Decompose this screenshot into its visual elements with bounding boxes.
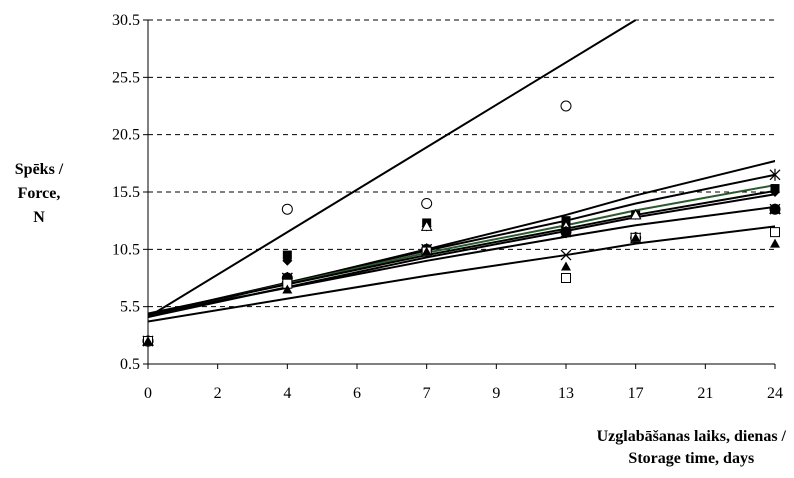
x-axis-label-line-2: Storage time, days [628,450,755,467]
y-axis-label: Spēks / Force, N [0,158,78,230]
trendlines [148,20,775,323]
data-point-triangle-open [420,220,433,231]
y-axis-label-line-3: N [33,209,45,226]
data-point-x [560,249,572,261]
axes [143,19,776,369]
data-point-triangle [770,238,780,248]
x-tick-label: 13 [558,385,574,402]
x-tick-label: 17 [628,385,644,402]
x-tick-label: 4 [283,385,291,402]
y-tick-label: 15.5 [112,184,140,201]
y-tick-label: 20.5 [112,127,140,144]
data-point-triangle [421,246,432,256]
y-tick-label: 5.5 [120,299,140,316]
y-tick-label: 30.5 [112,12,140,29]
y-tick-label: 25.5 [112,69,140,86]
data-point-circle-open [421,197,433,209]
data-point-square-open [561,273,571,283]
x-tick-label: 7 [423,385,431,402]
y-axis-label-line-2: Force, [17,185,61,202]
x-axis-label-line-1: Uzglabāšanas laiks, dienas / [596,428,786,445]
data-point-square [770,184,780,194]
trendline [148,160,775,318]
x-tick-label: 21 [697,385,713,402]
data-points [142,100,781,348]
data-point-x [769,203,781,215]
data-point-circle-open [281,203,293,215]
data-point-triangle [561,261,571,271]
trendline [148,189,775,315]
y-tick-label: 0.5 [120,356,140,373]
trendline [148,20,637,318]
data-point-circle [560,226,572,238]
x-axis-label: Uzglabāšanas laiks, dienas / Storage tim… [597,426,786,470]
trendline [148,225,775,323]
trendline [148,173,775,316]
y-tick-label: 10.5 [112,241,140,258]
data-point-triangle [143,336,153,346]
data-point-square [282,250,292,260]
data-point-triangle [630,232,641,242]
x-tick-label: 2 [214,385,222,402]
x-tick-label: 6 [353,385,361,402]
data-point-triangle-open [629,208,642,220]
x-tick-label: 9 [492,385,500,402]
trendline [148,205,775,316]
data-point-diamond [282,255,293,266]
x-tick-label: 24 [767,385,783,402]
data-point-circle-open [560,100,572,112]
tick-labels: 0.55.510.515.520.525.530.50 2 4 6 7 9 13 17 21 24 [112,12,783,402]
trendline [148,184,775,316]
trendline [148,193,775,318]
data-point-asterisk [769,168,781,181]
grid-lines [148,19,775,308]
data-point-square-open [770,227,780,238]
x-tick-label: 0 [144,385,152,402]
y-axis-label-line-1: Spēks / [14,161,64,178]
data-point-triangle [282,284,293,294]
